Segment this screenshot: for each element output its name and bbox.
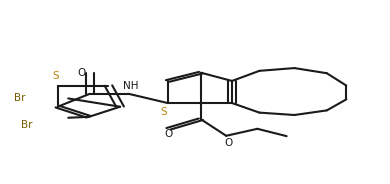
Text: O: O xyxy=(224,138,232,148)
Text: Br: Br xyxy=(21,120,32,130)
Text: O: O xyxy=(164,129,173,139)
Text: S: S xyxy=(161,107,167,117)
Text: S: S xyxy=(53,71,59,81)
Text: Br: Br xyxy=(14,93,25,103)
Text: O: O xyxy=(77,68,85,78)
Text: NH: NH xyxy=(123,82,138,91)
